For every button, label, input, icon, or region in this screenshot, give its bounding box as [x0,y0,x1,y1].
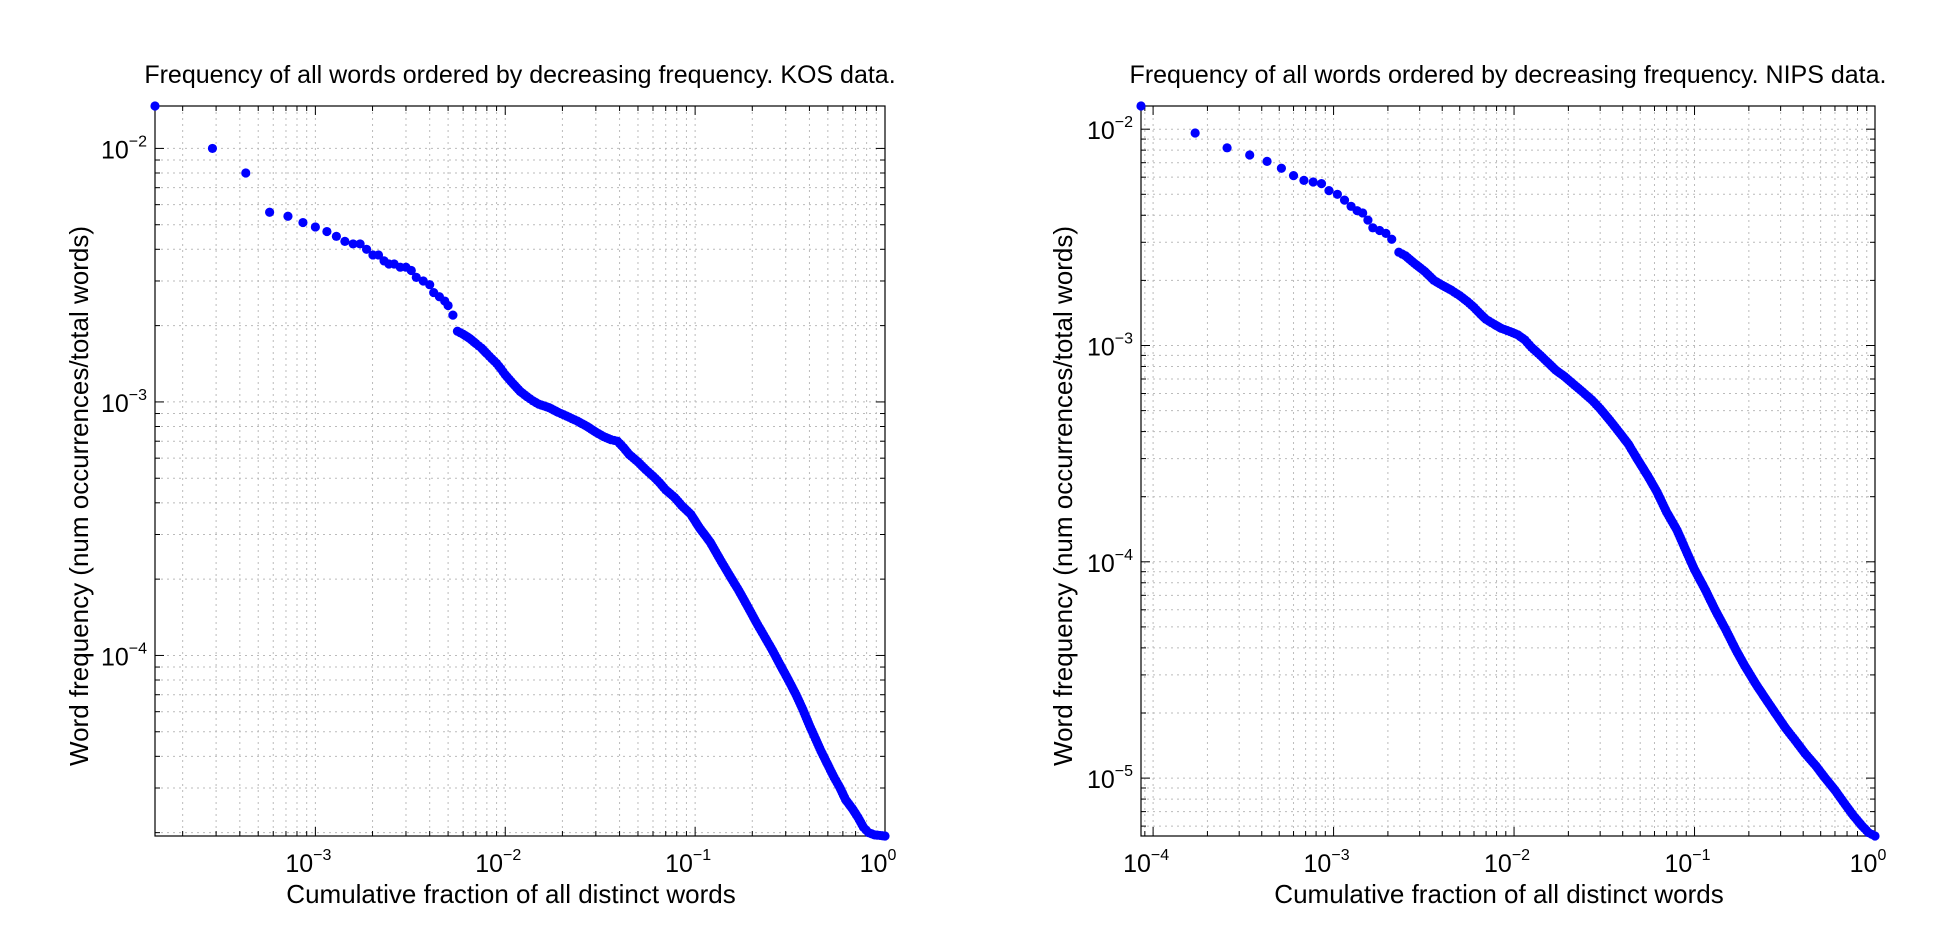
nips-chart: 10−4 10−3 10−2 10−1 100 10−5 10−4 10−3 10−2 Frequ… [1048,61,1886,909]
data-point [1387,234,1397,244]
data-point [298,217,308,228]
data-point [1262,156,1272,166]
data-point [310,222,320,232]
data-point [1245,150,1255,160]
data-point [1190,128,1200,138]
data-point [373,250,384,260]
y-tick-label: 10−3 [1087,330,1133,361]
data-point [1288,171,1299,181]
y-axis-label: Word frequency (num occurrences/total wo… [64,226,94,766]
plot-frame [1140,105,1876,837]
tick-marks [155,106,886,836]
data-series [150,101,890,841]
x-tick-label: 10−3 [1304,847,1350,878]
x-tick-label: 10−2 [1484,847,1530,878]
data-point [150,101,160,111]
data-point [1316,179,1327,189]
data-series [1136,101,1880,841]
data-point [207,143,218,154]
y-tick-label: 10−5 [1087,763,1133,794]
data-point [340,236,350,246]
grid [155,106,886,836]
data-point [1332,189,1342,199]
data-point [411,272,421,282]
y-tick-label: 10−4 [1087,547,1133,578]
x-tick-label: 100 [1850,847,1887,878]
data-point [1358,208,1368,218]
data-point [1870,831,1880,841]
data-point [880,831,890,841]
kos-chart: 10−3 10−2 10−1 100 10−4 10−3 10−2 Frequency of … [64,61,896,909]
x-tick-label: 10−3 [285,847,331,878]
data-point [322,226,332,237]
x-tick-label: 10−1 [1664,847,1710,878]
data-point [1136,101,1146,111]
data-point [443,300,453,311]
data-point [448,310,458,320]
data-point [355,239,365,249]
y-tick-label: 10−3 [101,387,147,418]
x-tick-label: 10−2 [475,847,521,878]
data-point [406,265,416,276]
data-point [1363,215,1373,225]
data-point [1222,143,1232,153]
plot-frame [154,105,886,837]
x-tick-label: 10−1 [665,847,711,878]
chart-title: Frequency of all words ordered by decrea… [144,61,895,89]
y-tick-label: 10−4 [101,640,147,671]
x-axis-label: Cumulative fraction of all distinct word… [1274,879,1723,909]
x-tick-label: 10−4 [1123,847,1169,878]
data-point [1276,163,1287,173]
data-point [241,168,251,178]
x-tick-label: 100 [860,847,897,878]
data-point [1299,175,1309,185]
y-tick-label: 10−2 [1087,114,1133,145]
data-point [265,207,275,217]
data-point [1339,195,1350,205]
y-axis-label: Word frequency (num occurrences/total wo… [1048,226,1078,766]
data-point [361,244,372,254]
y-tick-label: 10−2 [101,133,147,164]
data-point [283,211,293,221]
data-point [1308,177,1318,187]
data-point [1324,186,1334,196]
x-axis-label: Cumulative fraction of all distinct word… [286,879,735,909]
chart-title: Frequency of all words ordered by decrea… [1130,61,1887,89]
grid [1141,106,1876,836]
tick-marks [1141,106,1876,836]
data-point [1381,228,1391,238]
data-point [331,231,341,241]
data-point [425,280,435,290]
data-point [348,239,358,249]
